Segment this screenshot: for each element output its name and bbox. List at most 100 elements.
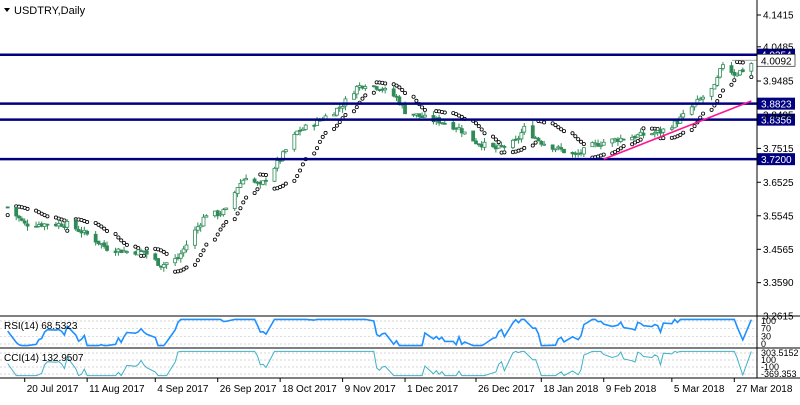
- sar-dot: [479, 127, 484, 132]
- candle-body: [275, 160, 280, 169]
- sar-dot: [559, 127, 564, 132]
- sar-dot: [295, 173, 300, 178]
- candle-body: [298, 129, 302, 132]
- sar-dot: [403, 90, 408, 95]
- candle-body: [204, 215, 209, 218]
- sar-dot: [502, 150, 507, 155]
- candle-body: [144, 250, 149, 255]
- candle-body: [581, 147, 586, 155]
- date-tick-label: 18 Oct 2017: [282, 384, 337, 395]
- sar-dot: [493, 137, 498, 142]
- price-tick-label: 3.2615: [763, 312, 794, 323]
- candle-body: [354, 86, 359, 95]
- sar-dot: [533, 140, 538, 145]
- candle-body: [235, 187, 240, 194]
- sar-dot: [621, 144, 626, 149]
- sar-dot: [581, 141, 586, 146]
- candle-body: [93, 233, 98, 243]
- sar-dot: [124, 242, 129, 247]
- candle-body: [59, 223, 64, 227]
- sar-dot: [195, 258, 200, 263]
- candle-body: [740, 69, 745, 73]
- candle-body: [715, 77, 720, 86]
- sar-dot: [93, 220, 98, 225]
- cci-title: CCI(14) 132.9507: [4, 353, 84, 364]
- sar-dot: [701, 111, 706, 116]
- sar-dot: [158, 248, 163, 253]
- candle-body: [641, 132, 646, 136]
- candle-body: [261, 180, 266, 185]
- sar-dot: [45, 214, 50, 219]
- sar-dot: [25, 206, 30, 211]
- candle-body: [295, 130, 300, 135]
- sar-dot: [102, 226, 107, 231]
- sar-dot: [96, 222, 101, 227]
- candle-body: [173, 258, 178, 264]
- sar-dot: [576, 137, 581, 142]
- indicator-axis-label: 100: [761, 316, 776, 326]
- sar-dot: [729, 82, 734, 87]
- sar-dot: [283, 181, 288, 186]
- sar-dot: [204, 242, 209, 247]
- sar-dot: [496, 140, 501, 145]
- date-tick-label: 11 Aug 2017: [89, 384, 145, 395]
- candle-body: [630, 136, 635, 141]
- sar-dot: [221, 223, 226, 228]
- candle-body: [391, 88, 396, 97]
- sar-dot: [371, 90, 376, 95]
- sar-dot: [530, 143, 535, 148]
- candle-body: [25, 223, 30, 227]
- candle-body: [417, 113, 422, 117]
- sar-dot: [491, 134, 496, 139]
- level-label: 3.7200: [761, 155, 792, 166]
- sar-dot: [678, 132, 683, 137]
- sar-dot: [5, 213, 10, 218]
- candle-body: [76, 229, 81, 232]
- candle-body: [383, 87, 388, 91]
- level-label-bg: [757, 97, 795, 110]
- candle-body: [423, 114, 427, 118]
- sar-dot: [720, 88, 725, 93]
- candle-body: [374, 86, 379, 90]
- candle-body: [215, 210, 220, 217]
- candle-body: [590, 142, 595, 148]
- candle-body: [511, 139, 515, 149]
- sar-dot: [34, 208, 39, 213]
- sar-dot: [692, 124, 697, 129]
- candle-body: [474, 140, 478, 145]
- candle-body: [5, 206, 10, 209]
- date-tick-label: 18 Jan 2018: [543, 384, 598, 395]
- candle-body: [65, 220, 70, 228]
- sar-dot: [215, 232, 220, 237]
- rsi-line: [7, 318, 753, 347]
- sar-dot: [122, 240, 127, 245]
- candle-body: [303, 124, 308, 130]
- candle-body: [19, 218, 24, 221]
- cci-line: [7, 350, 752, 377]
- candle-body: [738, 70, 742, 76]
- candle-body: [403, 104, 407, 115]
- sar-dot: [689, 127, 694, 132]
- candle-body: [749, 63, 754, 72]
- sar-dot: [732, 78, 737, 83]
- sar-dot: [442, 110, 447, 115]
- sar-dot: [414, 98, 419, 103]
- sar-dot: [161, 249, 166, 254]
- sar-dot: [709, 107, 714, 112]
- sar-dot: [224, 220, 229, 225]
- candle-body: [244, 178, 248, 181]
- candle-body: [232, 192, 237, 209]
- sar-dot: [320, 134, 325, 139]
- candle-body: [459, 128, 464, 134]
- candle-body: [542, 143, 547, 146]
- candle-body: [22, 220, 27, 224]
- indicator-axis-label: 30: [761, 331, 771, 341]
- date-tick-label: 9 Feb 2018: [606, 384, 657, 395]
- candle-body: [669, 127, 674, 130]
- sar-dot: [573, 134, 578, 139]
- candle-body: [17, 215, 21, 219]
- sar-dot: [300, 162, 305, 167]
